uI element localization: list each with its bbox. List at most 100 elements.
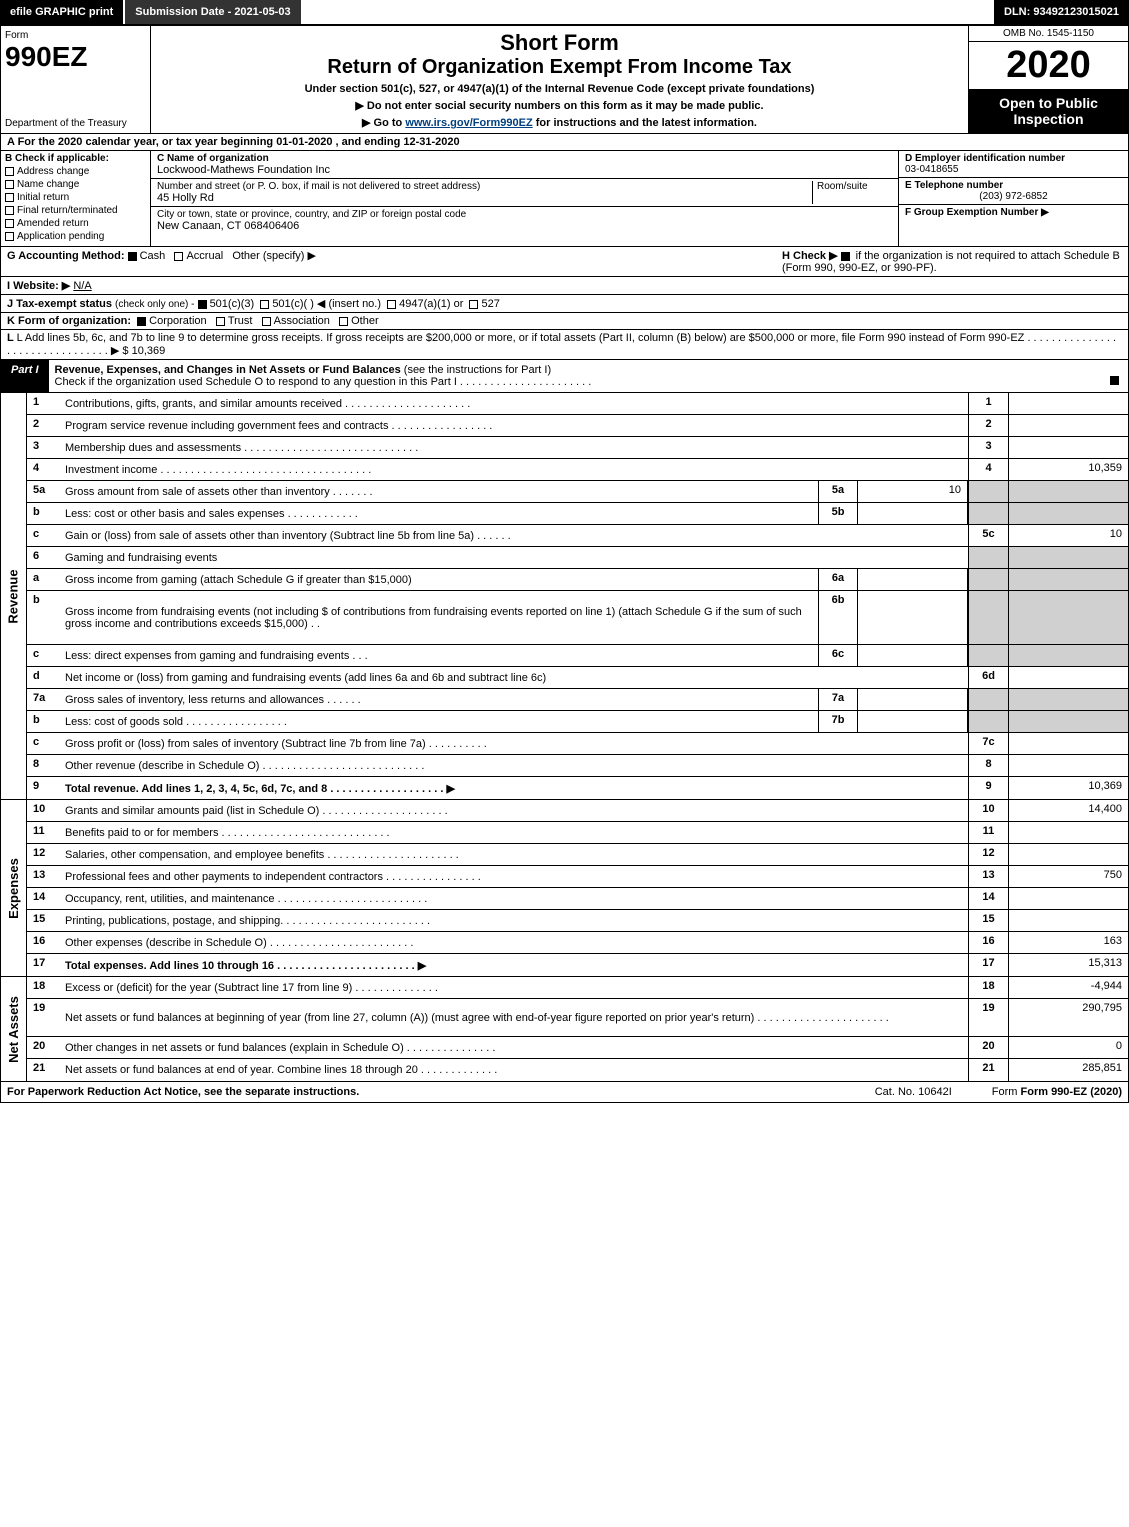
ln: c xyxy=(27,733,61,754)
header-right: OMB No. 1545-1150 2020 Open to Public In… xyxy=(968,26,1128,133)
chk-501c3[interactable] xyxy=(198,300,207,309)
irs-link[interactable]: www.irs.gov/Form990EZ xyxy=(405,117,532,129)
efile-print-button[interactable]: efile GRAPHIC print xyxy=(0,0,125,24)
li xyxy=(968,591,1008,644)
chk-h[interactable] xyxy=(841,252,850,261)
li: 6d xyxy=(968,667,1008,688)
li xyxy=(968,547,1008,568)
ld: Investment income . . . . . . . . . . . … xyxy=(61,459,968,480)
li: 9 xyxy=(968,777,1008,799)
header-sub1: Under section 501(c), 527, or 4947(a)(1)… xyxy=(155,83,964,95)
ld: Other expenses (describe in Schedule O) … xyxy=(61,932,968,953)
chk-trust[interactable] xyxy=(216,317,225,326)
chk-corp[interactable] xyxy=(137,317,146,326)
j-4947: 4947(a)(1) or xyxy=(399,298,463,310)
section-c: C Name of organization Lockwood-Mathews … xyxy=(151,151,898,246)
line-l: L L Add lines 5b, 6c, and 7b to line 9 t… xyxy=(0,330,1129,360)
ln: 12 xyxy=(27,844,61,865)
j-label: J Tax-exempt status xyxy=(7,298,112,310)
ld: Other changes in net assets or fund bala… xyxy=(61,1037,968,1058)
li: 3 xyxy=(968,437,1008,458)
line-j: J Tax-exempt status (check only one) - 5… xyxy=(0,295,1129,313)
lsv: 10 xyxy=(858,481,968,502)
ln: 20 xyxy=(27,1037,61,1058)
ld: Less: direct expenses from gaming and fu… xyxy=(61,645,818,666)
lv xyxy=(1008,503,1128,524)
ln: 13 xyxy=(27,866,61,887)
netassets-section: Net Assets 18Excess or (deficit) for the… xyxy=(0,977,1129,1082)
lv: 285,851 xyxy=(1008,1059,1128,1081)
ld: Net income or (loss) from gaming and fun… xyxy=(61,667,968,688)
ln: 10 xyxy=(27,800,61,821)
line-gh: G Accounting Method: Cash Accrual Other … xyxy=(0,247,1129,277)
lv xyxy=(1008,888,1128,909)
lv: 163 xyxy=(1008,932,1128,953)
chk-accrual[interactable] xyxy=(174,252,183,261)
lv xyxy=(1008,910,1128,931)
k-other: Other xyxy=(351,315,379,327)
chk-label: Initial return xyxy=(17,192,69,203)
footer-left: For Paperwork Reduction Act Notice, see … xyxy=(7,1086,359,1098)
lsv xyxy=(858,503,968,524)
lv: 0 xyxy=(1008,1037,1128,1058)
chk-amended-return[interactable] xyxy=(5,219,14,228)
ln: 21 xyxy=(27,1059,61,1081)
chk-4947[interactable] xyxy=(387,300,396,309)
chk-final-return[interactable] xyxy=(5,206,14,215)
lsc: 7a xyxy=(818,689,858,710)
li: 12 xyxy=(968,844,1008,865)
chk-name-change[interactable] xyxy=(5,180,14,189)
j-501c3: 501(c)(3) xyxy=(210,298,255,310)
tax-year: 2020 xyxy=(969,42,1128,89)
phone: (203) 972-6852 xyxy=(905,191,1122,202)
chk-527[interactable] xyxy=(469,300,478,309)
lv: 10,359 xyxy=(1008,459,1128,480)
ld: Grants and similar amounts paid (list in… xyxy=(61,800,968,821)
chk-assoc[interactable] xyxy=(262,317,271,326)
ln: d xyxy=(27,667,61,688)
lv xyxy=(1008,569,1128,590)
li: 13 xyxy=(968,866,1008,887)
chk-schedule-o[interactable] xyxy=(1110,376,1119,385)
chk-address-change[interactable] xyxy=(5,167,14,176)
k-trust: Trust xyxy=(228,315,253,327)
ln: a xyxy=(27,569,61,590)
lsv xyxy=(858,569,968,590)
chk-initial-return[interactable] xyxy=(5,193,14,202)
lv xyxy=(1008,393,1128,414)
line-k: K Form of organization: Corporation Trus… xyxy=(0,313,1129,330)
submission-date: Submission Date - 2021-05-03 xyxy=(125,0,300,24)
ld: Contributions, gifts, grants, and simila… xyxy=(61,393,968,414)
footer: For Paperwork Reduction Act Notice, see … xyxy=(0,1082,1129,1103)
ld: Gross profit or (loss) from sales of inv… xyxy=(61,733,968,754)
line-i: I Website: ▶ N/A xyxy=(0,277,1129,295)
dln: DLN: 93492123015021 xyxy=(994,0,1129,24)
chk-label: Amended return xyxy=(17,218,89,229)
part1-header: Part I Revenue, Expenses, and Changes in… xyxy=(0,360,1129,393)
section-b: B Check if applicable: Address change Na… xyxy=(0,151,1129,247)
li: 4 xyxy=(968,459,1008,480)
ld: Net assets or fund balances at beginning… xyxy=(61,999,968,1036)
g-other: Other (specify) ▶ xyxy=(232,250,316,262)
ld: Printing, publications, postage, and shi… xyxy=(61,910,968,931)
chk-501c[interactable] xyxy=(260,300,269,309)
chk-application-pending[interactable] xyxy=(5,232,14,241)
org-name: Lockwood-Mathews Foundation Inc xyxy=(157,164,892,176)
li: 5c xyxy=(968,525,1008,546)
g-accrual: Accrual xyxy=(186,250,223,262)
li xyxy=(968,503,1008,524)
chk-label: Name change xyxy=(17,179,79,190)
ln: b xyxy=(27,503,61,524)
ln: 8 xyxy=(27,755,61,776)
room-label: Room/suite xyxy=(817,181,892,192)
ln: 14 xyxy=(27,888,61,909)
lv: 10,369 xyxy=(1008,777,1128,799)
ld: Excess or (deficit) for the year (Subtra… xyxy=(61,977,968,998)
chk-cash[interactable] xyxy=(128,252,137,261)
header-sub3: ▶ Go to www.irs.gov/Form990EZ for instru… xyxy=(155,116,964,129)
li xyxy=(968,569,1008,590)
department: Department of the Treasury xyxy=(5,118,146,129)
ln: 7a xyxy=(27,689,61,710)
chk-other[interactable] xyxy=(339,317,348,326)
revenue-sidelabel: Revenue xyxy=(1,393,27,799)
